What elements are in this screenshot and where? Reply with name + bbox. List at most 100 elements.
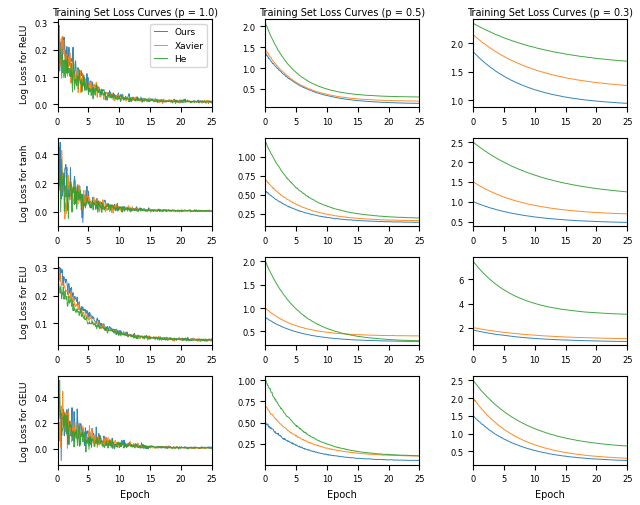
Ours — [262, 51, 270, 57]
Ours — [561, 337, 568, 343]
Ours — [145, 98, 153, 104]
Ours — [470, 327, 477, 333]
Ours — [54, 170, 62, 176]
He — [469, 378, 477, 384]
Xavier — [564, 76, 572, 82]
Xavier — [262, 177, 269, 183]
He — [356, 449, 364, 455]
Ours — [356, 456, 364, 462]
Ours — [599, 338, 607, 344]
Xavier — [356, 216, 364, 222]
He — [623, 443, 630, 449]
He — [147, 209, 154, 215]
Ours — [194, 99, 202, 106]
Xavier — [159, 101, 166, 107]
He — [54, 281, 61, 287]
He — [564, 435, 572, 441]
X-axis label: Epoch: Epoch — [328, 489, 357, 499]
Ours — [58, 458, 65, 464]
Xavier — [148, 97, 156, 104]
Xavier — [470, 325, 477, 331]
Ours — [564, 337, 572, 343]
Xavier — [609, 454, 616, 461]
Ours — [353, 337, 361, 343]
He — [470, 260, 477, 266]
Ours — [147, 208, 154, 214]
He — [353, 211, 361, 217]
He — [401, 215, 409, 221]
He — [469, 21, 477, 27]
Ours — [412, 101, 420, 107]
Line: Ours: Ours — [58, 27, 212, 104]
He — [353, 448, 361, 454]
Xavier — [561, 75, 568, 81]
Xavier — [149, 208, 157, 214]
He — [147, 444, 154, 450]
He — [470, 21, 477, 27]
Ours — [599, 219, 607, 225]
Xavier — [561, 449, 569, 456]
Ours — [401, 338, 409, 344]
Line: He: He — [58, 381, 212, 452]
He — [148, 98, 156, 105]
Line: Ours: Ours — [473, 416, 627, 461]
Xavier — [145, 99, 152, 105]
Ours — [561, 453, 568, 459]
He — [415, 95, 423, 101]
Xavier — [208, 445, 216, 451]
Title: Training Set Loss Curves (p = 0.5): Training Set Loss Curves (p = 0.5) — [259, 8, 426, 18]
Ours — [54, 52, 62, 58]
Ours — [609, 100, 616, 106]
Xavier — [470, 180, 477, 186]
Ours — [415, 458, 422, 464]
Ours — [148, 335, 156, 341]
He — [54, 188, 62, 194]
Line: Xavier: Xavier — [473, 328, 627, 339]
Ours — [54, 429, 62, 435]
He — [202, 338, 210, 344]
Line: He: He — [266, 143, 419, 219]
Ours — [561, 217, 569, 223]
Line: Ours: Ours — [266, 192, 419, 223]
Y-axis label: Log Loss for ELU: Log Loss for ELU — [20, 265, 29, 338]
Xavier — [609, 336, 616, 342]
He — [184, 99, 192, 105]
He — [149, 443, 157, 449]
He — [561, 307, 568, 313]
He — [561, 435, 568, 441]
Ours — [197, 338, 205, 344]
He — [262, 140, 270, 146]
Y-axis label: Log Loss for ReLU: Log Loss for ReLU — [20, 25, 29, 104]
Ours — [561, 217, 568, 223]
Ours — [353, 98, 361, 105]
He — [413, 338, 421, 344]
Xavier — [391, 218, 399, 224]
He — [146, 444, 154, 450]
Ours — [55, 264, 63, 270]
He — [208, 338, 216, 344]
Xavier — [146, 207, 154, 213]
Xavier — [599, 211, 607, 217]
Line: Xavier: Xavier — [58, 389, 212, 449]
He — [262, 260, 270, 266]
Ours — [262, 189, 269, 195]
He — [415, 338, 423, 344]
He — [561, 435, 569, 441]
Xavier — [353, 96, 360, 103]
Xavier — [623, 212, 631, 218]
Ours — [561, 337, 569, 343]
Ours — [148, 97, 156, 104]
He — [184, 337, 192, 343]
Ours — [146, 443, 154, 449]
Line: Ours: Ours — [58, 395, 212, 461]
Xavier — [54, 394, 61, 400]
He — [262, 380, 270, 386]
Xavier — [54, 67, 62, 73]
Xavier — [353, 332, 360, 338]
Ours — [561, 95, 568, 101]
He — [353, 333, 360, 339]
Xavier — [262, 306, 269, 312]
Ours — [145, 333, 153, 339]
Ours — [194, 338, 202, 344]
Ours — [623, 220, 631, 226]
